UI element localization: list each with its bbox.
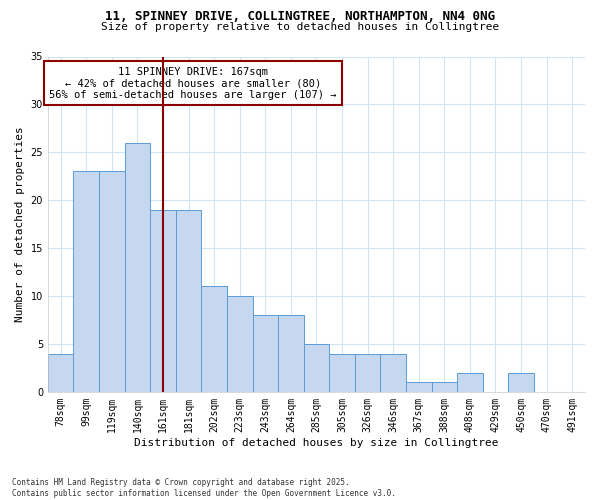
Bar: [73, 172, 99, 392]
Text: 11, SPINNEY DRIVE, COLLINGTREE, NORTHAMPTON, NN4 0NG: 11, SPINNEY DRIVE, COLLINGTREE, NORTHAMP…: [105, 10, 495, 23]
Bar: [99, 172, 125, 392]
Bar: [329, 354, 355, 392]
Text: 11 SPINNEY DRIVE: 167sqm
← 42% of detached houses are smaller (80)
56% of semi-d: 11 SPINNEY DRIVE: 167sqm ← 42% of detach…: [49, 66, 337, 100]
Bar: [457, 372, 482, 392]
X-axis label: Distribution of detached houses by size in Collingtree: Distribution of detached houses by size …: [134, 438, 499, 448]
Text: Contains HM Land Registry data © Crown copyright and database right 2025.
Contai: Contains HM Land Registry data © Crown c…: [12, 478, 396, 498]
Bar: [278, 315, 304, 392]
Bar: [253, 315, 278, 392]
Bar: [48, 354, 73, 392]
Bar: [150, 210, 176, 392]
Bar: [304, 344, 329, 392]
Bar: [380, 354, 406, 392]
Bar: [406, 382, 431, 392]
Bar: [202, 286, 227, 392]
Y-axis label: Number of detached properties: Number of detached properties: [15, 126, 25, 322]
Bar: [508, 372, 534, 392]
Bar: [227, 296, 253, 392]
Bar: [431, 382, 457, 392]
Bar: [355, 354, 380, 392]
Bar: [125, 142, 150, 392]
Text: Size of property relative to detached houses in Collingtree: Size of property relative to detached ho…: [101, 22, 499, 32]
Bar: [176, 210, 202, 392]
